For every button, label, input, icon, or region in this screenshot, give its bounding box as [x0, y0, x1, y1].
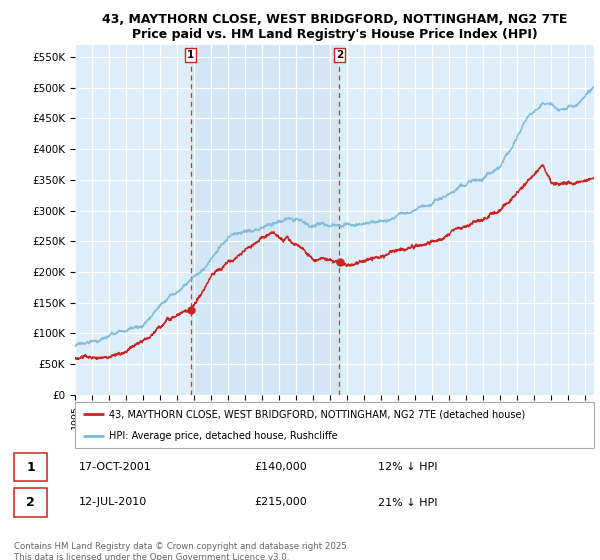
Text: 12-JUL-2010: 12-JUL-2010: [79, 497, 148, 507]
Text: 43, MAYTHORN CLOSE, WEST BRIDGFORD, NOTTINGHAM, NG2 7TE (detached house): 43, MAYTHORN CLOSE, WEST BRIDGFORD, NOTT…: [109, 409, 525, 419]
Text: 17-OCT-2001: 17-OCT-2001: [79, 462, 152, 472]
Text: 2: 2: [336, 50, 343, 60]
Text: £140,000: £140,000: [254, 462, 307, 472]
Text: HPI: Average price, detached house, Rushcliffe: HPI: Average price, detached house, Rush…: [109, 431, 337, 441]
Text: 21% ↓ HPI: 21% ↓ HPI: [377, 497, 437, 507]
FancyBboxPatch shape: [75, 402, 594, 448]
Text: 2: 2: [26, 496, 35, 509]
Text: 12% ↓ HPI: 12% ↓ HPI: [377, 462, 437, 472]
Text: 1: 1: [26, 461, 35, 474]
FancyBboxPatch shape: [14, 488, 47, 516]
Text: Contains HM Land Registry data © Crown copyright and database right 2025.
This d: Contains HM Land Registry data © Crown c…: [14, 542, 349, 560]
Text: £215,000: £215,000: [254, 497, 307, 507]
Title: 43, MAYTHORN CLOSE, WEST BRIDGFORD, NOTTINGHAM, NG2 7TE
Price paid vs. HM Land R: 43, MAYTHORN CLOSE, WEST BRIDGFORD, NOTT…: [102, 13, 567, 41]
Bar: [191, 45, 340, 395]
FancyBboxPatch shape: [14, 453, 47, 481]
Text: 1: 1: [187, 50, 194, 60]
